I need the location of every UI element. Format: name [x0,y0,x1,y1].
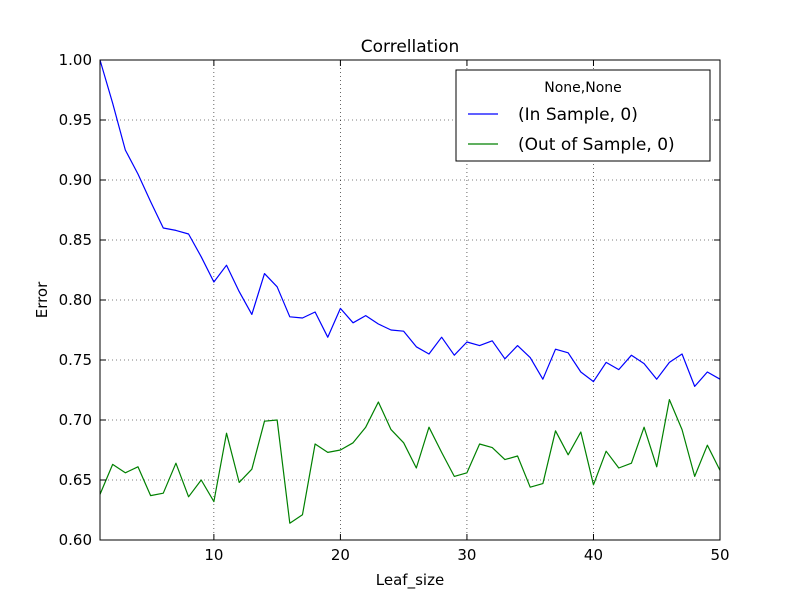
legend-label-out-of-sample: (Out of Sample, 0) [518,135,675,155]
series-line-in-sample [99,59,721,387]
y-tick-label: 0.75 [59,351,92,369]
y-tick-label: 0.90 [59,171,92,189]
y-tick-label: 0.65 [59,471,92,489]
x-tick-label: 50 [710,546,729,564]
x-tick-label: 10 [204,546,223,564]
y-tick-label: 0.70 [59,411,92,429]
chart-title: Correllation [361,37,459,57]
axis-ticks: 10 20 30 40 50 0.60 0.65 0.70 0.75 0.80 0.85 0.90 0.… [59,51,730,564]
y-tick-label: 0.60 [59,531,92,549]
x-tick-label: 40 [584,546,603,564]
y-tick-label: 0.80 [59,291,92,309]
series-line-out-of-sample [99,399,721,524]
x-axis-label: Leaf_size [376,571,444,590]
legend-title: None,None [544,80,622,96]
legend-label-in-sample: (In Sample, 0) [518,105,638,125]
y-tick-label: 1.00 [59,51,92,69]
y-tick-label: 0.95 [59,111,92,129]
plot-series [99,59,721,524]
x-tick-label: 30 [457,546,476,564]
legend-box [455,69,711,162]
x-tick-label: 20 [331,546,350,564]
y-tick-label: 0.85 [59,231,92,249]
legend: None,None (In Sample, 0) (Out of Sample,… [455,69,711,162]
y-axis-label: Error [33,281,51,318]
